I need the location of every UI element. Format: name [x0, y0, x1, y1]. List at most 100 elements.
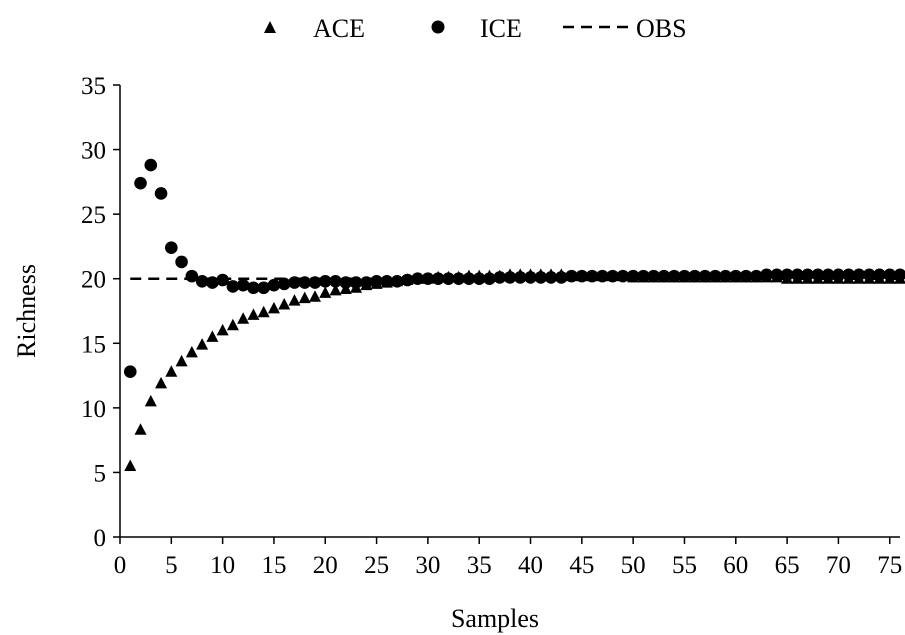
- ace-point: [688, 270, 701, 283]
- ace-point: [391, 274, 404, 287]
- ace-point: [524, 268, 537, 280]
- legend-obs-label: OBS: [636, 14, 687, 43]
- x-tick-label: 40: [518, 552, 543, 579]
- x-tick-label: 45: [569, 552, 594, 579]
- ace-point: [627, 270, 640, 283]
- ace-point: [401, 273, 414, 286]
- ice-point: [308, 276, 322, 289]
- ice-point: [267, 278, 281, 292]
- ace-point: [740, 270, 753, 283]
- ace-point: [185, 345, 198, 358]
- x-tick-label: 60: [723, 552, 748, 579]
- ace-point: [565, 269, 578, 282]
- y-tick-label: 25: [81, 202, 106, 229]
- x-tick-label: 10: [210, 552, 235, 579]
- ace-point: [319, 286, 332, 298]
- ace-point: [339, 282, 352, 295]
- ace-point: [360, 278, 373, 291]
- ice-point: [195, 274, 209, 288]
- ice-point: [175, 255, 188, 269]
- ice-point: [206, 276, 219, 289]
- ice-point: [185, 269, 199, 283]
- ace-point: [637, 270, 650, 283]
- ice-point: [165, 241, 178, 255]
- ice-point: [277, 277, 291, 291]
- ace-point: [329, 283, 342, 296]
- ace-point: [196, 338, 209, 350]
- y-tick-label: 20: [81, 267, 106, 294]
- y-tick-label: 15: [81, 331, 106, 358]
- ace-point: [514, 268, 527, 280]
- ice-point: [329, 274, 342, 288]
- ice-point: [298, 276, 312, 289]
- ace-point: [760, 270, 773, 283]
- ace-point: [699, 270, 711, 283]
- legend-ice-label: ICE: [480, 14, 522, 43]
- x-tick-label: 50: [621, 552, 646, 579]
- ace-point: [216, 323, 229, 336]
- ace-point: [657, 270, 670, 283]
- legend-ice-marker: [431, 20, 445, 34]
- ace-point: [822, 272, 835, 284]
- y-tick-label: 0: [94, 525, 107, 552]
- ace-point: [380, 276, 393, 288]
- y-tick-label: 35: [81, 73, 106, 100]
- ace-point: [155, 376, 168, 389]
- ace-point: [801, 272, 814, 284]
- ace-point: [852, 272, 865, 284]
- ace-point: [309, 290, 321, 302]
- y-tick-label: 30: [81, 138, 106, 165]
- ace-point: [175, 354, 188, 367]
- ace-point: [493, 269, 506, 282]
- ace-point: [832, 272, 845, 284]
- y-axis-title: Richness: [12, 264, 41, 358]
- ace-point: [124, 459, 137, 471]
- ice-point: [257, 281, 270, 295]
- ace-point: [873, 272, 886, 284]
- x-tick-label: 35: [467, 552, 492, 579]
- x-tick-label: 20: [313, 552, 338, 579]
- legend-ace-label: ACE: [313, 14, 365, 43]
- ace-point: [237, 312, 250, 324]
- ice-point: [236, 278, 250, 292]
- ace-point: [411, 272, 424, 284]
- ace-point: [144, 394, 157, 407]
- ace-point: [709, 270, 722, 283]
- x-tick-label: 55: [672, 552, 697, 579]
- ice-point: [226, 280, 240, 293]
- ice-series: [123, 158, 905, 378]
- axes: [119, 85, 900, 538]
- ace-point: [267, 301, 280, 314]
- ace-point: [770, 270, 783, 283]
- x-tick-label: 30: [415, 552, 440, 579]
- ace-point: [462, 269, 475, 282]
- ice-point: [247, 281, 260, 295]
- ace-point: [534, 268, 547, 280]
- ace-point: [483, 269, 496, 282]
- ace-point: [894, 272, 905, 284]
- ace-point: [596, 269, 609, 282]
- ace-point: [298, 291, 311, 304]
- x-tick-label: 75: [877, 552, 902, 579]
- y-tick-label: 10: [81, 396, 106, 423]
- ace-point: [668, 270, 681, 283]
- ace-point: [288, 294, 301, 306]
- ace-point: [370, 277, 383, 289]
- x-axis-title: Samples: [451, 604, 539, 633]
- ace-point: [473, 269, 486, 282]
- ace-point: [421, 272, 434, 284]
- ace-point: [257, 305, 270, 318]
- ice-point: [134, 176, 147, 190]
- x-tick-label: 70: [826, 552, 851, 579]
- ace-point: [647, 270, 660, 283]
- ice-point: [288, 276, 301, 289]
- ace-point: [781, 272, 794, 284]
- ace-point: [452, 270, 465, 283]
- ace-point: [678, 270, 691, 283]
- ace-point: [729, 270, 742, 283]
- ace-point: [442, 270, 455, 283]
- x-tick-label: 15: [261, 552, 286, 579]
- ace-point: [545, 268, 558, 280]
- ace-point: [586, 269, 599, 282]
